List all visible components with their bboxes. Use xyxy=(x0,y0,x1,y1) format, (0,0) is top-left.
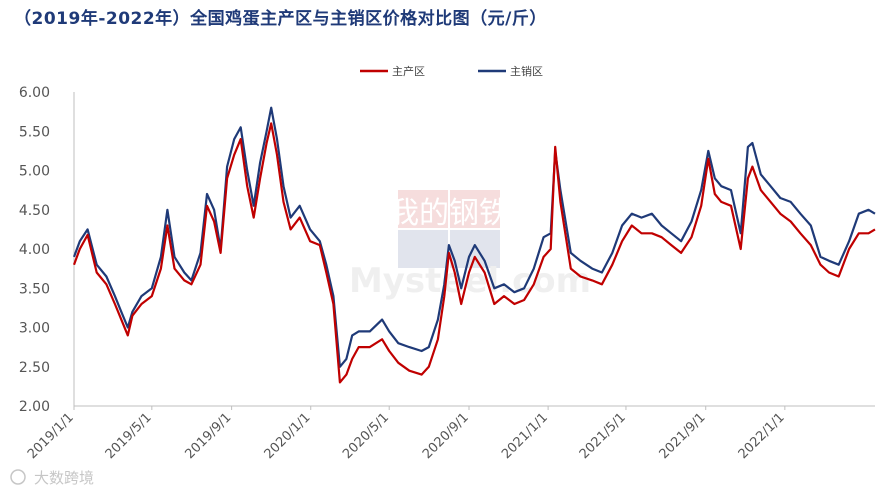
dashu-kuajing-logo: 大数跨境 xyxy=(10,469,94,487)
y-tick-label: 5.50 xyxy=(19,124,50,140)
x-tick-labels: 2019/1/1 2019/5/1 2019/9/1 2020/1/1 2020/5/1… xyxy=(25,406,788,462)
chart-title: （2019年-2022年）全国鸡蛋主产区与主销区价格对比图（元/斤） xyxy=(14,9,547,29)
y-tick-label: 3.00 xyxy=(19,321,50,337)
y-tick-label: 6.00 xyxy=(19,85,50,101)
x-tick-label: 2020/9/1 xyxy=(420,410,472,462)
series-line-main-production xyxy=(72,122,876,384)
legend: 主产区 主销区 xyxy=(360,64,543,78)
watermark-brand-cn: 我的钢铁 xyxy=(389,196,509,231)
x-tick-label: 2021/9/1 xyxy=(657,410,709,462)
logo-mark-icon xyxy=(10,469,26,485)
x-tick-label: 2019/1/1 xyxy=(25,410,77,462)
x-tick-label: 2021/1/1 xyxy=(499,410,551,462)
x-tick-label: 2019/5/1 xyxy=(103,410,155,462)
series-lines xyxy=(72,106,876,384)
x-tick-label: 2021/5/1 xyxy=(577,410,629,462)
y-tick-labels: 2.00 2.50 3.00 3.50 4.00 4.50 5.00 5.50 6.00 xyxy=(19,85,50,415)
legend-label-main-production: 主产区 xyxy=(392,64,425,78)
mysteel-watermark: 我的钢铁 Mysteel.com xyxy=(349,190,591,301)
y-tick-label: 4.50 xyxy=(19,203,50,219)
y-tick-label: 3.50 xyxy=(19,281,50,297)
x-tick-label: 2020/5/1 xyxy=(340,410,392,462)
y-tick-label: 2.00 xyxy=(19,399,50,415)
x-tick-label: 2019/9/1 xyxy=(183,410,235,462)
x-tick-label: 2020/1/1 xyxy=(262,410,314,462)
footer-watermark-text: 大数跨境 xyxy=(34,469,94,487)
y-tick-label: 2.50 xyxy=(19,360,50,376)
y-tick-label: 5.00 xyxy=(19,164,50,180)
y-tick-label: 4.00 xyxy=(19,242,50,258)
x-tick-label: 2022/1/1 xyxy=(736,410,788,462)
legend-label-main-sales: 主销区 xyxy=(510,64,543,78)
